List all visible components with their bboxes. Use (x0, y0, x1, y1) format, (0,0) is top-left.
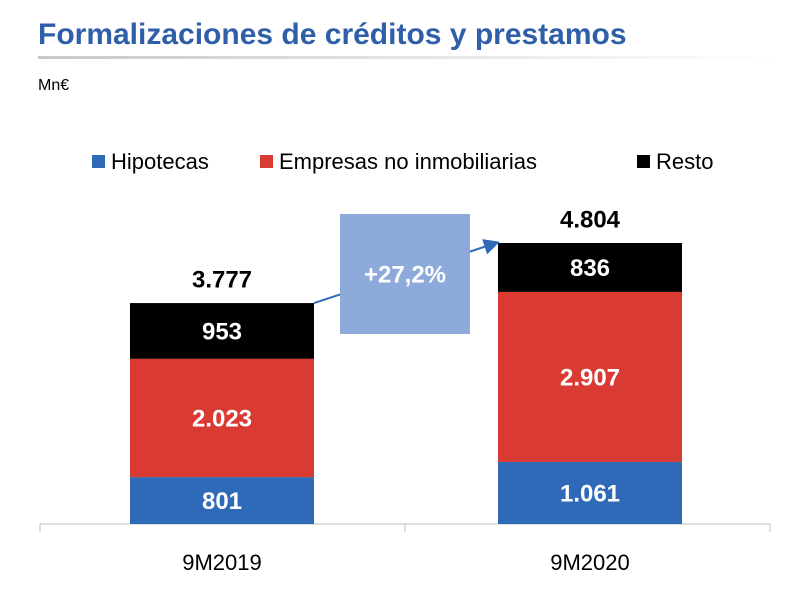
total-label: 3.777 (192, 266, 252, 293)
legend-swatch (637, 155, 650, 168)
bar-segment (498, 461, 682, 524)
value-label: 836 (570, 255, 610, 282)
x-tick-label: 9M2020 (550, 550, 630, 575)
value-label: 953 (202, 318, 242, 345)
total-label: 4.804 (560, 206, 621, 233)
value-label: 2.023 (192, 405, 252, 432)
bar-segment (498, 243, 682, 292)
annotation: +27,2% (364, 261, 446, 288)
legend-label: Resto (656, 149, 713, 174)
legend-swatch (260, 155, 273, 168)
bar-segment (130, 477, 314, 524)
legend-label: Empresas no inmobiliarias (279, 149, 537, 174)
x-tick-label: 9M2019 (182, 550, 262, 575)
unit-label: Mn€ (38, 77, 69, 94)
chart-title: Formalizaciones de créditos y prestamos (38, 18, 627, 51)
legend-swatch (92, 155, 105, 168)
annotation-box (340, 214, 470, 334)
title-underline (38, 56, 778, 59)
legend-label: Hipotecas (111, 149, 209, 174)
bar-segment (498, 291, 682, 462)
value-label: 801 (202, 488, 242, 515)
bar-segment (130, 358, 314, 478)
value-label: 2.907 (560, 364, 620, 391)
bar-segment (130, 303, 314, 359)
value-label: 1.061 (560, 480, 620, 507)
